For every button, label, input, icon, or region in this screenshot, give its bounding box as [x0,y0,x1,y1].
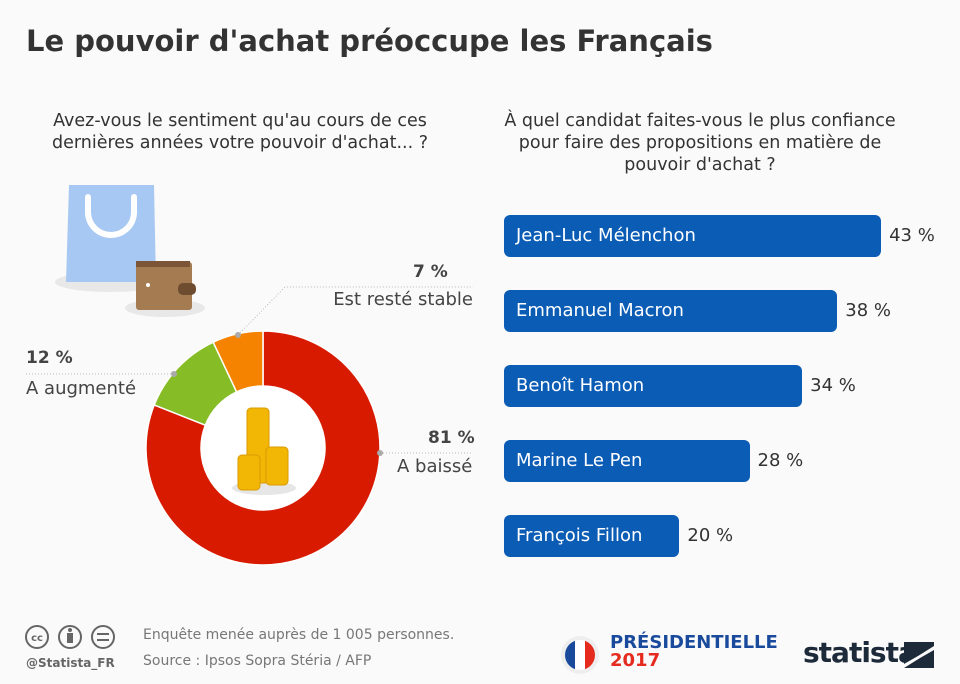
statista-logo: statista [803,636,917,669]
page-title: Le pouvoir d'achat préoccupe les Françai… [26,24,713,58]
bar-value-4: 20 % [687,525,734,546]
bar-value-2: 34 % [810,375,856,396]
statista-logo-icon [904,642,934,668]
svg-text:cc: cc [31,633,43,644]
label-value-up: 12 % [26,348,73,368]
bar-value-1: 38 % [845,300,891,321]
donut-question: Avez-vous le sentiment qu'au cours de ce… [52,111,428,153]
survey-note: Enquête menée auprès de 1 005 personnes. [143,627,455,643]
bar-value-0: 43 % [889,225,935,246]
by-icon [58,625,82,649]
bar-0: Jean-Luc Mélenchon [504,215,882,257]
bar-4: François Fillon [504,515,680,557]
coins-icon [232,407,296,495]
badge-year: 2017 [610,650,661,671]
bar-question: À quel candidat faites-vous le plus conf… [504,111,896,175]
source: Source : Ipsos Sopra Stéria / AFP [143,653,372,669]
equals-icon [91,625,115,649]
badge-title: PRÉSIDENTIELLE [610,632,778,653]
wallet-icon [125,261,205,317]
label-up: A augmenté [26,378,137,399]
donut-chart [25,185,473,566]
leader-lines [25,286,473,454]
bar-1: Emmanuel Macron [504,290,838,332]
label-value-down: 81 % [428,428,475,448]
bar-value-3: 28 % [757,450,804,471]
bar-2: Benoît Hamon [504,365,803,407]
license-icons: cc [25,625,115,649]
cc-icon [25,625,49,649]
label-down: A baissé [397,456,473,477]
bar-3: Marine Le Pen [504,440,750,482]
label-value-stable: 7 % [413,262,448,282]
statista-handle: @Statista_FR [26,656,115,670]
label-stable: Est resté stable [333,289,473,310]
french-flag-icon [561,636,599,674]
